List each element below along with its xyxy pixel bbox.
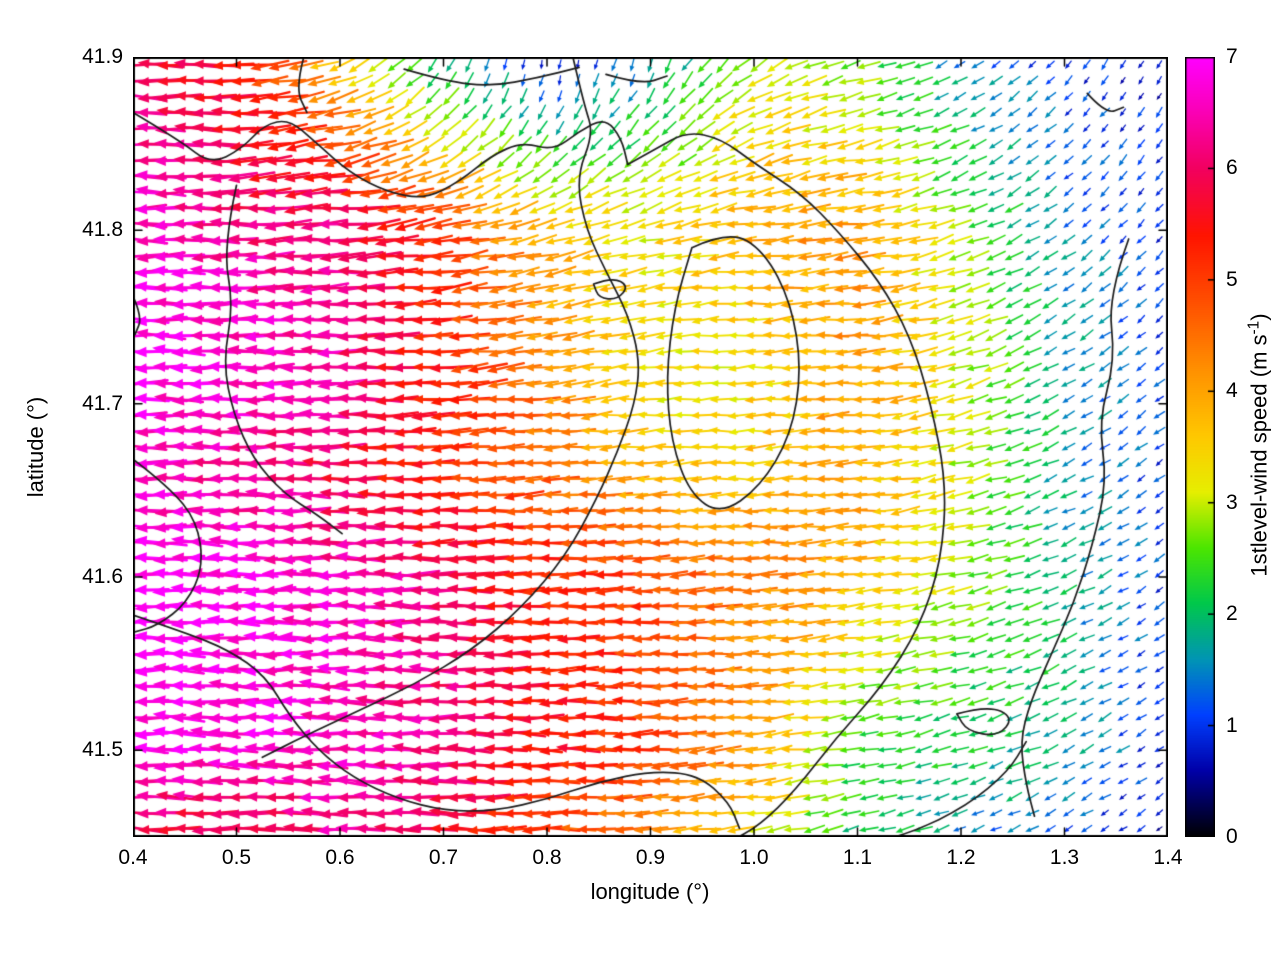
colorbar-tick-label: 2 bbox=[1226, 602, 1238, 626]
colorbar-label-main: 1stlevel-wind speed (m s bbox=[1246, 334, 1272, 577]
y-tick-label: 41.6 bbox=[82, 565, 123, 588]
x-tick-label: 1.4 bbox=[1153, 846, 1183, 869]
plot-canvas bbox=[133, 57, 1168, 837]
x-tick-label: 1.1 bbox=[842, 846, 873, 869]
x-axis-label: longitude (°) bbox=[590, 879, 710, 904]
colorbar-label-superscript: -1 bbox=[1245, 320, 1263, 335]
x-tick-label: 0.8 bbox=[532, 846, 562, 869]
colorbar-tick-label: 0 bbox=[1226, 825, 1238, 848]
x-tick-label: 0.9 bbox=[635, 846, 666, 869]
x-tick-label: 1.2 bbox=[946, 846, 976, 869]
x-tick-label: 0.6 bbox=[325, 846, 355, 869]
colorbar-label-close: ) bbox=[1246, 313, 1272, 321]
y-tick-label: 41.5 bbox=[82, 738, 123, 762]
colorbar-label: 1stlevel-wind speed (m s-1) bbox=[1245, 313, 1272, 576]
colorbar-canvas bbox=[1185, 57, 1215, 837]
colorbar-tick-label: 6 bbox=[1226, 156, 1238, 180]
colorbar-tick-label: 5 bbox=[1226, 267, 1238, 291]
x-tick-label: 1.0 bbox=[739, 846, 769, 869]
colorbar-tick-label: 7 bbox=[1226, 45, 1238, 68]
x-tick-label: 0.7 bbox=[428, 846, 459, 869]
x-tick-label: 0.4 bbox=[118, 846, 148, 869]
y-tick-label: 41.9 bbox=[82, 45, 123, 68]
colorbar-tick-label: 1 bbox=[1226, 713, 1238, 737]
y-tick-label: 41.8 bbox=[82, 218, 123, 242]
colorbar-tick-label: 4 bbox=[1226, 379, 1238, 403]
x-tick-label: 0.5 bbox=[221, 846, 252, 869]
colorbar-tick-label: 3 bbox=[1226, 490, 1238, 514]
x-tick-label: 1.3 bbox=[1049, 846, 1080, 869]
y-tick-label: 41.7 bbox=[82, 391, 123, 415]
